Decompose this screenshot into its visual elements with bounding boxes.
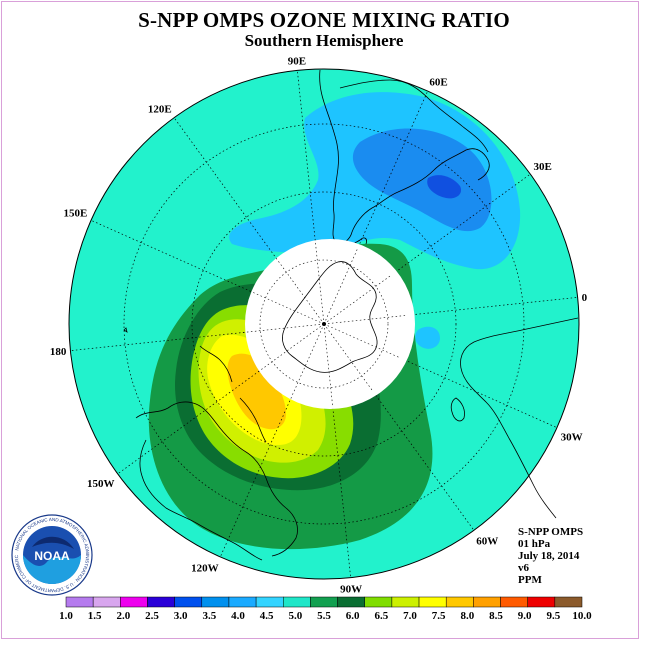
new-zealand-coast (199, 345, 233, 383)
colorbar-swatch (554, 596, 583, 608)
parallel-circle (191, 191, 457, 457)
colorbar-swatch (92, 596, 121, 608)
colorbar-label: 7.0 (403, 610, 417, 622)
info-product: S-NPP OMPS (518, 526, 584, 538)
logo-wave (23, 555, 81, 584)
indian-ocean-island (450, 397, 465, 422)
longitude-label: 60W (476, 536, 498, 548)
colorbar-label: 1.0 (59, 610, 73, 622)
meridian-line (323, 323, 475, 531)
colorbar-label: 5.5 (317, 610, 331, 622)
colorbar-swatch (228, 596, 257, 608)
longitude-label: 150W (87, 478, 115, 490)
pacific-island (123, 327, 128, 333)
colorbar-label: 2.5 (145, 610, 159, 622)
info-level: 01 hPa (518, 538, 551, 550)
meridian-line (173, 117, 325, 325)
region-7.5-8ppm (227, 353, 286, 430)
logo-bird (32, 536, 74, 549)
colorbar-swatch (500, 596, 528, 608)
colorbar-swatch (364, 596, 393, 608)
colorbar-swatch (527, 596, 556, 608)
longitude-label: 0 (582, 292, 588, 304)
info-block: S-NPP OMPS 01 hPa July 18, 2014 v6 PPM (518, 526, 583, 586)
meridian-line (323, 90, 429, 325)
noaa-logo: NOAA NATIONAL OCEANIC AND ATMOSPHERIC AD… (11, 514, 93, 596)
colorbar-swatch (283, 596, 311, 608)
colorbar-label: 4.0 (231, 610, 245, 622)
longitude-labels: 90W 60W 30W 0 30E 60E 90E 120E 150E 180 150W 120W (50, 55, 588, 595)
colorbar-label: 9.5 (546, 610, 560, 622)
globe-outline (68, 68, 580, 580)
meridian-line (219, 323, 325, 558)
colorbar-label: 8.5 (489, 610, 503, 622)
antarctica-outline (282, 261, 378, 373)
new-zealand-south (239, 397, 267, 443)
info-version: v6 (518, 562, 529, 574)
longitude-label: 60E (429, 76, 447, 88)
longitude-label: 30E (534, 161, 552, 173)
colorbar-label: 10.0 (572, 610, 592, 622)
colorbar-swatch (337, 596, 365, 608)
colorbar-swatch (147, 596, 175, 608)
meridian-line (323, 173, 531, 325)
colorbar-swatch (310, 596, 338, 608)
longitude-label: 180 (50, 346, 67, 358)
colorbar-label: 1.5 (88, 610, 102, 622)
australia-coast (135, 401, 298, 561)
colorbar-label: 3.0 (174, 610, 188, 622)
no-data-polar-cap (245, 239, 415, 409)
meridian-line (323, 323, 558, 429)
colorbar-swatch (473, 596, 501, 608)
colorbar-swatch (120, 596, 148, 608)
colorbar-label: 4.5 (260, 610, 274, 622)
graticule-inner (240, 240, 408, 408)
inner-parallel-circle (259, 259, 389, 389)
longitude-label: 90E (288, 55, 306, 67)
map-subtitle: Southern Hemisphere (244, 31, 404, 50)
meridian-line (323, 296, 578, 325)
colorbar-swatch (174, 596, 203, 608)
page-frame (1, 1, 639, 639)
colorbar-swatch (391, 596, 420, 608)
colorbar (65, 596, 583, 608)
longitude-label: 150E (64, 208, 88, 220)
region-3-3.5ppm (427, 175, 462, 199)
map-title: S-NPP OMPS OZONE MIXING RATIO (138, 8, 510, 32)
colorbar-swatch (418, 596, 447, 608)
colorbar-label: 7.5 (432, 610, 446, 622)
africa-coast (460, 317, 579, 519)
info-units: PPM (518, 574, 542, 586)
colorbar-label: 2.0 (116, 610, 130, 622)
colorbar-labels: 1.0 1.5 2.0 2.5 3.0 3.5 4.0 4.5 5.0 5.5 6.0 6.5 7.0 7… (59, 610, 592, 622)
colorbar-label: 9.0 (518, 610, 532, 622)
colorbar-label: 3.5 (202, 610, 216, 622)
colorbar-swatch (255, 596, 284, 608)
longitude-label: 120E (148, 103, 172, 115)
meridian-line (90, 219, 325, 325)
longitude-label: 90W (340, 584, 362, 596)
south-america-coast (319, 69, 490, 244)
longitude-label: 120W (191, 563, 219, 575)
south-pole-dot (322, 322, 326, 326)
colorbar-label: 5.0 (288, 610, 302, 622)
region-4-4.5ppm-spot (415, 326, 440, 349)
meridian-line (323, 323, 352, 578)
colorbar-label: 6.5 (374, 610, 388, 622)
colorbar-label: 8.0 (460, 610, 474, 622)
meridian-line (70, 323, 325, 352)
info-date: July 18, 2014 (518, 550, 580, 562)
meridian-line (296, 70, 325, 325)
colorbar-swatch (65, 596, 94, 608)
logo-text: NOAA (34, 549, 70, 563)
colorbar-swatch (445, 596, 474, 608)
colorbar-label: 6.0 (346, 610, 360, 622)
colorbar-swatch (201, 596, 230, 608)
graticule (70, 70, 578, 578)
parallel-circle (123, 123, 525, 525)
longitude-label: 30W (561, 431, 583, 443)
meridian-line (117, 323, 325, 475)
